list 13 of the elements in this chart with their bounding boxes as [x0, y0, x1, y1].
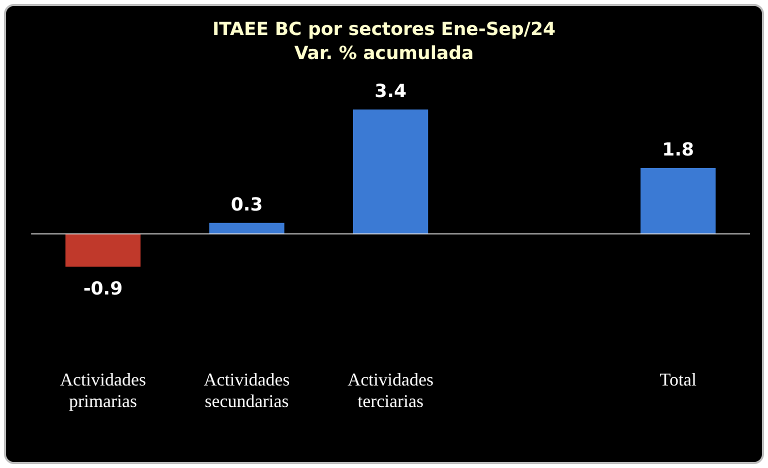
x-tick-label: Actividades terciarias	[348, 369, 434, 411]
x-tick-label: Actividades primarias	[60, 369, 146, 411]
bar	[640, 168, 716, 234]
bar	[209, 222, 284, 234]
bar	[65, 234, 141, 267]
data-label: 0.3	[230, 194, 263, 216]
data-label: -0.9	[83, 278, 123, 300]
chart-title: ITAEE BC por sectores Ene-Sep/24 Var. % acumulada	[211, 18, 557, 66]
x-tick-label: Total	[660, 369, 696, 390]
data-label: 1.8	[662, 140, 694, 161]
bar	[352, 109, 428, 234]
x-tick-label: Actividades secundarias	[204, 369, 290, 411]
data-label: 3.4	[374, 81, 406, 102]
